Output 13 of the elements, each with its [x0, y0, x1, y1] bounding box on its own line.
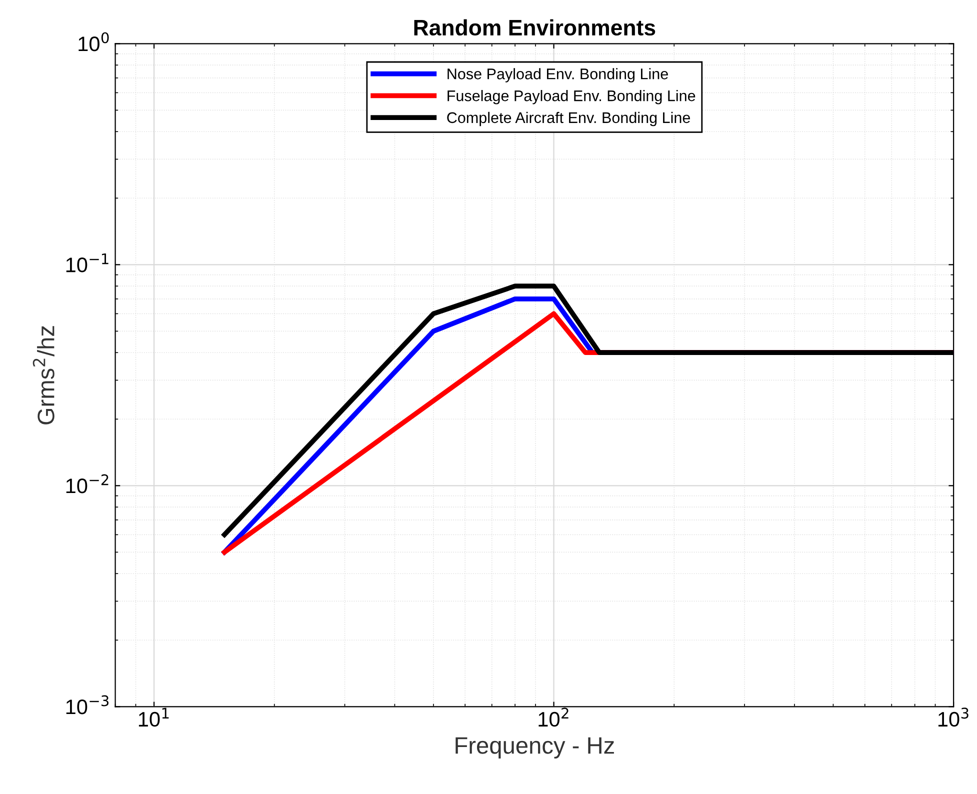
legend-label: Nose Payload Env. Bonding Line	[448, 68, 668, 82]
legend-label: Complete Aircraft Env. Bonding Line	[447, 112, 690, 126]
x-tick-label: 10$^{3}$	[938, 708, 968, 727]
x-axis-title: Frequency - Hz	[456, 737, 614, 759]
y-tick-label: 10$^{−1}$	[66, 253, 108, 272]
chart-title: Random Environments	[414, 19, 656, 36]
y-tick-label: 10$^{0}$	[78, 32, 109, 52]
y-tick-label: 10$^{−3}$	[66, 695, 108, 714]
legend-label: Fuselage Payload Env. Bonding Line	[448, 90, 696, 104]
x-tick-label: 10$^{2}$	[538, 708, 568, 727]
y-axis-title: Grms$^{2}$/hz	[32, 326, 54, 424]
x-tick-label: 10$^{1}$	[138, 708, 169, 727]
y-tick-label: 10$^{−2}$	[66, 474, 108, 494]
